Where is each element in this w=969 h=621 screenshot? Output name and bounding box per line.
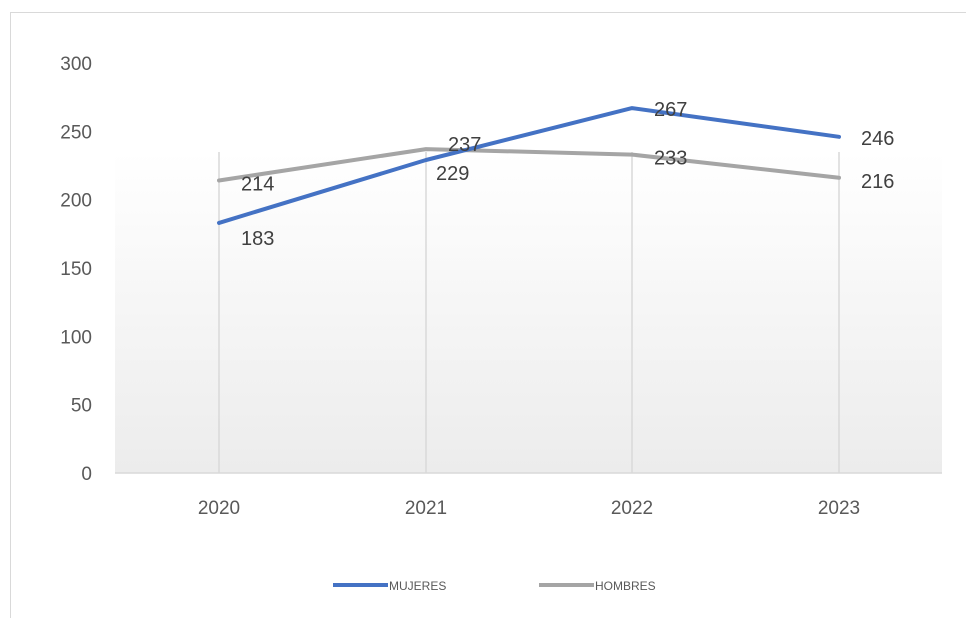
y-tick-label: 150 (60, 259, 92, 280)
data-label-hombres: 216 (861, 171, 894, 193)
series-line-mujeres (217, 106, 841, 225)
plot-area-background (115, 152, 942, 473)
data-label-mujeres: 183 (241, 228, 274, 250)
x-tick-label: 2023 (818, 498, 860, 519)
series-line-hombres (217, 147, 841, 183)
gridlines (115, 152, 942, 474)
y-tick-label: 100 (60, 327, 92, 348)
x-tick-label: 2022 (611, 498, 653, 519)
data-label-mujeres: 246 (861, 128, 894, 150)
legend-label-hombres: HOMBRES (595, 579, 656, 593)
series-lines (217, 106, 841, 225)
y-tick-label: 300 (60, 54, 92, 75)
y-tick-label: 0 (81, 464, 92, 485)
x-tick-label: 2020 (198, 498, 240, 519)
data-label-mujeres: 229 (436, 163, 469, 185)
x-tick-label: 2021 (405, 498, 447, 519)
data-label-mujeres: 267 (654, 99, 687, 121)
y-tick-label: 50 (71, 396, 92, 417)
data-label-hombres: 237 (448, 134, 481, 156)
data-labels: 183 229 267 246 214 237 233 216 (241, 99, 894, 250)
legend: MUJERES HOMBRES (333, 579, 656, 593)
y-tick-label: 200 (60, 191, 92, 212)
data-label-hombres: 233 (654, 148, 687, 170)
data-label-hombres: 214 (241, 174, 274, 196)
y-tick-label: 250 (60, 122, 92, 143)
x-axis-ticks: 2020 2021 2022 2023 (198, 498, 860, 519)
legend-label-mujeres: MUJERES (389, 579, 446, 593)
y-axis-ticks: 0 50 100 150 200 250 300 (60, 54, 92, 485)
